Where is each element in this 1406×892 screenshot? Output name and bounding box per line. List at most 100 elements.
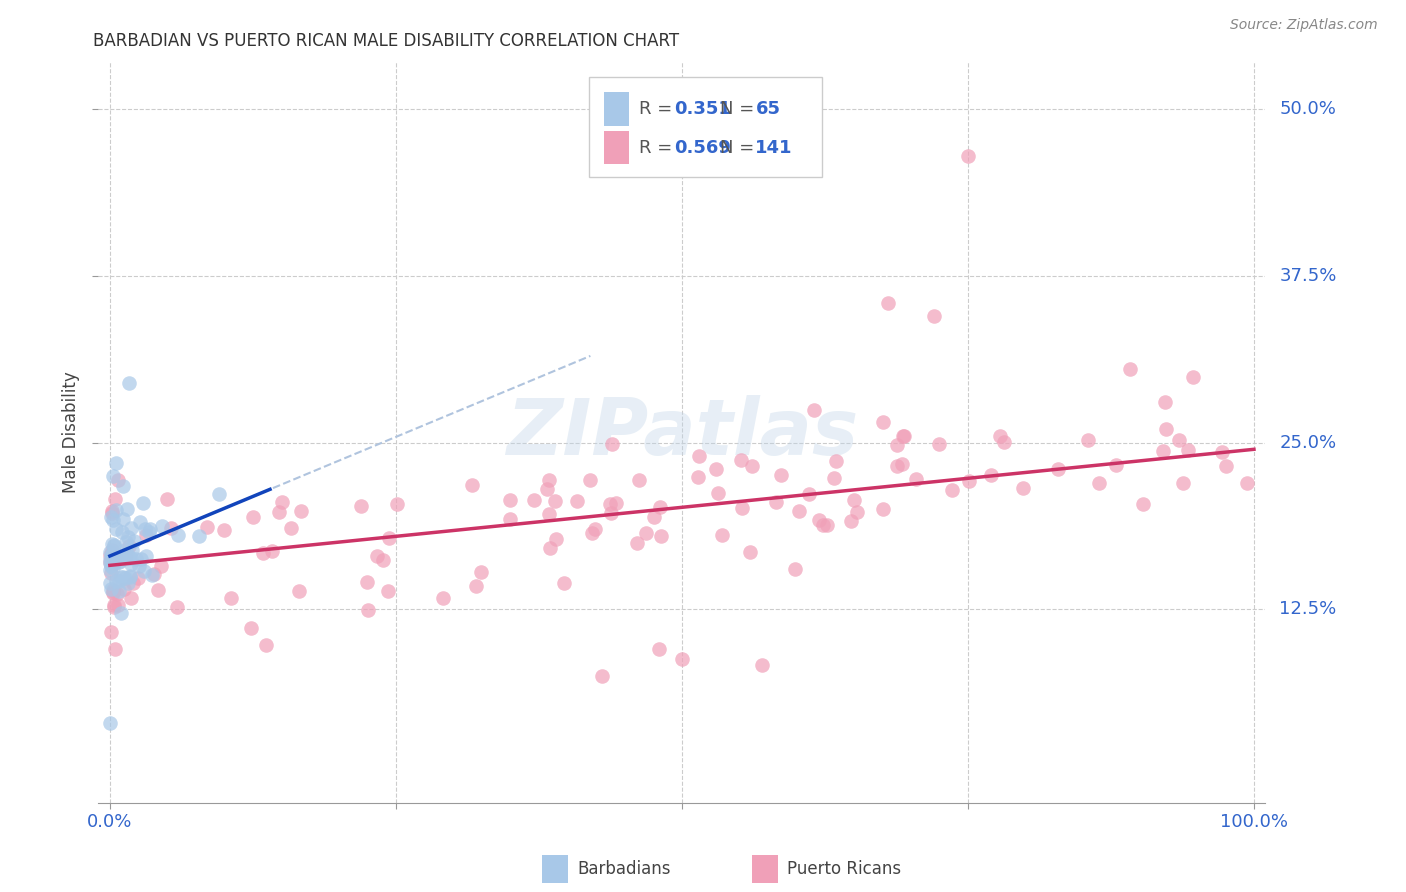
Text: 37.5%: 37.5% — [1279, 267, 1337, 285]
Point — [132, 496, 155, 510]
Point — [98, 563, 121, 577]
Point — [107, 473, 129, 487]
Point — [290, 504, 312, 518]
Point — [150, 519, 173, 533]
Point — [105, 587, 128, 601]
Point — [377, 583, 399, 598]
Point — [461, 477, 484, 491]
Point — [538, 473, 561, 487]
Point — [118, 569, 141, 583]
Point — [112, 582, 135, 596]
Point — [98, 575, 121, 590]
Point — [129, 515, 152, 529]
Point — [707, 486, 730, 500]
Text: R =: R = — [638, 100, 678, 118]
Point — [103, 556, 125, 570]
Text: N =: N = — [720, 138, 761, 157]
Point — [730, 452, 752, 467]
Point — [101, 506, 124, 520]
Point — [117, 546, 139, 560]
Point — [465, 579, 488, 593]
Point — [100, 625, 122, 640]
Point — [110, 554, 132, 568]
Point — [803, 403, 825, 417]
Point — [267, 505, 290, 519]
Text: Source: ZipAtlas.com: Source: ZipAtlas.com — [1230, 18, 1378, 32]
Point — [928, 437, 950, 451]
Point — [101, 503, 124, 517]
Point — [208, 486, 231, 500]
Point — [599, 506, 621, 520]
Point — [100, 582, 122, 597]
Point — [101, 543, 124, 558]
Point — [688, 449, 710, 463]
Point — [98, 555, 121, 569]
Point — [499, 493, 522, 508]
Text: 12.5%: 12.5% — [1279, 600, 1337, 618]
Point — [578, 473, 600, 487]
Point — [105, 503, 128, 517]
Point — [600, 436, 623, 450]
Point — [100, 549, 122, 563]
Point — [187, 529, 209, 543]
Point — [432, 591, 454, 606]
Point — [591, 669, 613, 683]
Point — [536, 482, 558, 496]
Point — [350, 500, 373, 514]
FancyBboxPatch shape — [541, 855, 568, 883]
Point — [242, 510, 264, 524]
Point — [110, 606, 132, 620]
Point — [1087, 475, 1109, 490]
Point — [811, 517, 834, 532]
Point — [815, 518, 838, 533]
Point — [1118, 362, 1140, 376]
Point — [114, 571, 136, 585]
Point — [605, 496, 627, 510]
Point — [1177, 442, 1199, 457]
Point — [101, 513, 124, 527]
Point — [104, 641, 127, 656]
Text: R =: R = — [638, 138, 678, 157]
Point — [104, 456, 127, 470]
Y-axis label: Male Disability: Male Disability — [62, 372, 80, 493]
Point — [118, 569, 141, 583]
Point — [287, 583, 309, 598]
Point — [1167, 434, 1189, 448]
Point — [101, 583, 124, 598]
Point — [941, 483, 963, 497]
Point — [842, 493, 865, 508]
Text: 25.0%: 25.0% — [1279, 434, 1337, 451]
Point — [103, 469, 125, 483]
Point — [1173, 476, 1195, 491]
Point — [807, 512, 830, 526]
Text: 50.0%: 50.0% — [1279, 100, 1336, 118]
Point — [138, 524, 160, 539]
Point — [470, 565, 492, 579]
Point — [891, 457, 914, 471]
Point — [100, 556, 122, 570]
Point — [114, 543, 136, 558]
Point — [115, 549, 138, 563]
Point — [212, 524, 235, 538]
FancyBboxPatch shape — [603, 131, 630, 164]
Point — [118, 376, 141, 390]
Point — [1012, 481, 1035, 495]
Point — [730, 501, 752, 516]
Point — [544, 494, 567, 508]
FancyBboxPatch shape — [603, 93, 630, 126]
Point — [787, 504, 810, 518]
Point — [628, 473, 651, 487]
Point — [846, 505, 869, 519]
Point — [120, 551, 142, 566]
Point — [988, 429, 1011, 443]
Point — [101, 585, 124, 599]
Point — [146, 583, 169, 598]
Point — [114, 550, 136, 565]
Point — [797, 486, 820, 500]
Point — [993, 434, 1015, 449]
Point — [553, 575, 575, 590]
Point — [741, 459, 763, 474]
Point — [769, 467, 792, 482]
Point — [114, 534, 136, 549]
Point — [1181, 370, 1204, 384]
